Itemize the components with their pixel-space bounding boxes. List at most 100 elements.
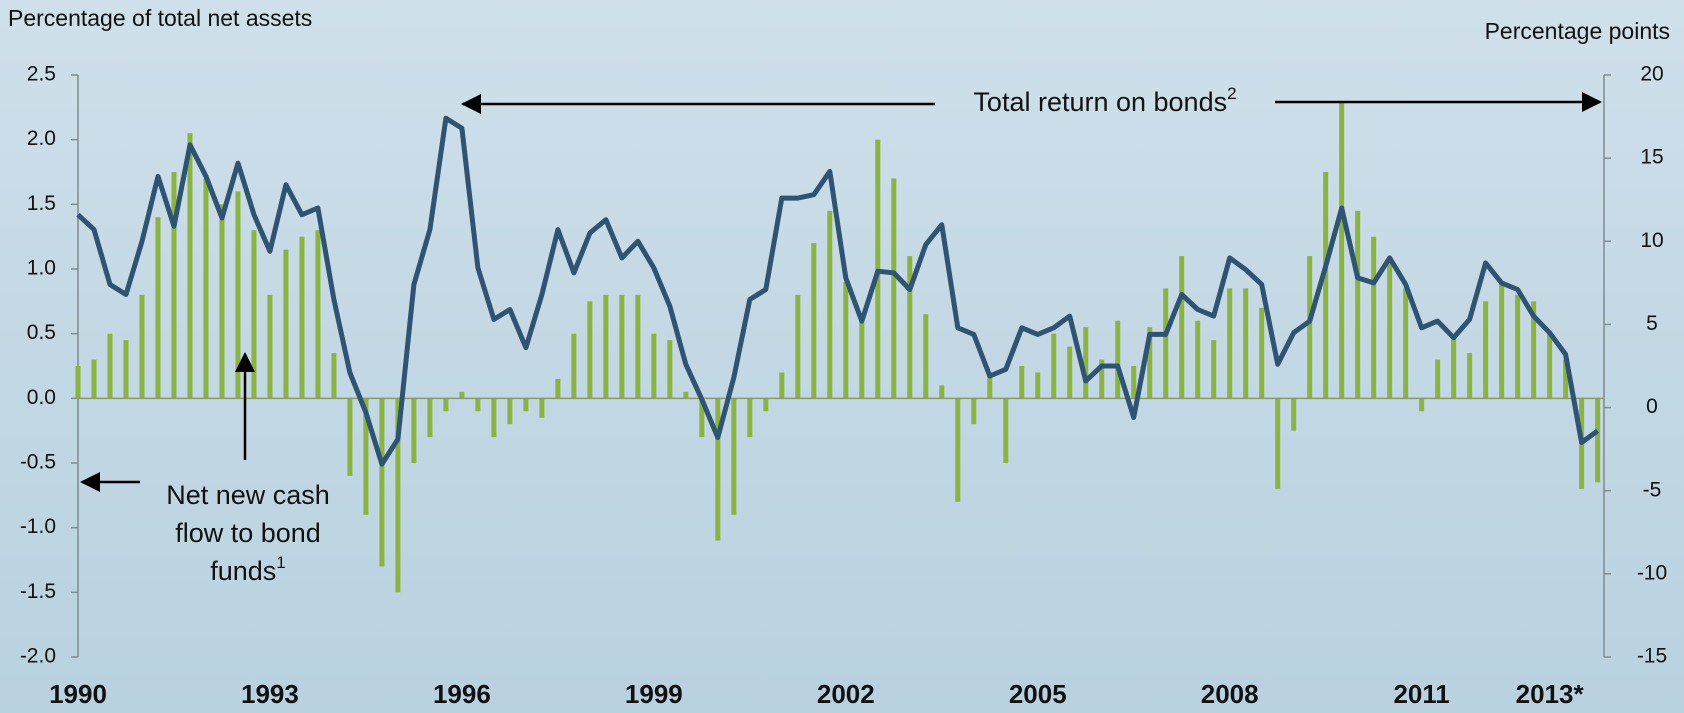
bar bbox=[1323, 172, 1329, 399]
bar bbox=[155, 217, 161, 399]
bar bbox=[1467, 353, 1473, 399]
bar bbox=[939, 385, 945, 399]
bar bbox=[1115, 320, 1121, 399]
bar bbox=[1371, 236, 1377, 399]
bar bbox=[91, 359, 97, 399]
y2-tick-label: -10 bbox=[1637, 561, 1667, 584]
bar bbox=[843, 281, 849, 399]
bar bbox=[1451, 333, 1457, 399]
bar bbox=[587, 301, 593, 399]
bar bbox=[1035, 372, 1041, 399]
bar bbox=[379, 398, 385, 567]
y-tick-label: -0.5 bbox=[20, 451, 56, 474]
bar bbox=[1291, 398, 1297, 431]
bar bbox=[219, 204, 225, 399]
bar bbox=[187, 133, 193, 399]
bar bbox=[715, 398, 721, 541]
bar bbox=[555, 378, 561, 399]
bar bbox=[1563, 359, 1569, 399]
bar bbox=[347, 398, 353, 476]
bar bbox=[299, 236, 305, 399]
bar bbox=[1099, 359, 1105, 399]
bar bbox=[699, 398, 705, 438]
x-tick-label: 2013* bbox=[1516, 679, 1585, 709]
y2-tick-label: 5 bbox=[1646, 312, 1658, 335]
bar bbox=[1419, 398, 1425, 412]
y-tick-label: 0.0 bbox=[27, 386, 56, 409]
bar bbox=[123, 340, 129, 399]
bar bbox=[267, 294, 273, 399]
bar bbox=[635, 294, 641, 399]
y-tick-label: -1.5 bbox=[20, 580, 56, 603]
x-tick-label: 2005 bbox=[1009, 679, 1067, 709]
bar bbox=[1435, 359, 1441, 399]
bar bbox=[779, 372, 785, 399]
bar bbox=[955, 398, 961, 502]
bar bbox=[443, 398, 449, 412]
bar bbox=[619, 294, 625, 399]
bar bbox=[923, 314, 929, 399]
x-tick-label: 1993 bbox=[241, 679, 299, 709]
bar bbox=[603, 294, 609, 399]
bar bbox=[1083, 327, 1089, 399]
bar bbox=[651, 333, 657, 399]
bar bbox=[507, 398, 513, 425]
bar bbox=[75, 366, 81, 399]
bar bbox=[251, 230, 257, 399]
bar bbox=[395, 398, 401, 593]
y-tick-label: 1.0 bbox=[27, 257, 56, 280]
annotation: Net new cash bbox=[166, 480, 330, 510]
bar bbox=[1595, 398, 1601, 483]
bar bbox=[1019, 366, 1025, 399]
bar bbox=[795, 294, 801, 399]
bar bbox=[1547, 333, 1553, 399]
bar bbox=[1387, 262, 1393, 399]
bar bbox=[283, 249, 289, 399]
x-tick-label: 2008 bbox=[1201, 679, 1259, 709]
bar bbox=[1211, 340, 1217, 399]
y2-axis-title: Percentage points bbox=[1485, 18, 1670, 44]
bar bbox=[107, 333, 113, 399]
bar bbox=[459, 391, 465, 399]
bar bbox=[1259, 307, 1265, 399]
bar bbox=[811, 243, 817, 399]
bar bbox=[731, 398, 737, 515]
annotation: funds1 bbox=[210, 553, 286, 586]
bar bbox=[1131, 366, 1137, 399]
bar bbox=[1003, 398, 1009, 463]
bar bbox=[1163, 288, 1169, 399]
y-axis-title: Percentage of total net assets bbox=[8, 5, 312, 31]
x-tick-label: 2002 bbox=[817, 679, 875, 709]
bar bbox=[891, 178, 897, 399]
x-tick-label: 1990 bbox=[49, 679, 107, 709]
bar bbox=[427, 398, 433, 438]
bar bbox=[523, 398, 529, 412]
bar bbox=[1051, 333, 1057, 399]
bar bbox=[1403, 288, 1409, 399]
bar bbox=[1483, 301, 1489, 399]
bar bbox=[1499, 281, 1505, 399]
bar bbox=[747, 398, 753, 438]
bar bbox=[1307, 256, 1313, 399]
plot: 2.5 2.0 1.5 1.0 0.5 0.0 -0.5 -1.0 -1.5 -2.0 20 15 10… bbox=[20, 63, 1667, 709]
bar bbox=[411, 398, 417, 463]
y-tick-label: -1.0 bbox=[20, 515, 56, 538]
y2-tick-label: 20 bbox=[1640, 63, 1663, 86]
x-tick-label: 1996 bbox=[433, 679, 491, 709]
bar bbox=[1355, 210, 1361, 399]
y2-tick-label: -15 bbox=[1637, 645, 1667, 668]
bar bbox=[491, 398, 497, 438]
bar bbox=[171, 172, 177, 399]
bar bbox=[331, 353, 337, 399]
y-tick-label: 2.5 bbox=[27, 63, 56, 86]
bar bbox=[1339, 100, 1345, 399]
bar bbox=[907, 256, 913, 399]
bar bbox=[571, 333, 577, 399]
annotation: flow to bond bbox=[175, 518, 321, 548]
bar bbox=[1179, 256, 1185, 399]
y-tick-label: 2.0 bbox=[27, 127, 56, 150]
bar bbox=[1243, 288, 1249, 399]
bar bbox=[1515, 294, 1521, 399]
annotation: Total return on bonds2 bbox=[973, 84, 1236, 117]
